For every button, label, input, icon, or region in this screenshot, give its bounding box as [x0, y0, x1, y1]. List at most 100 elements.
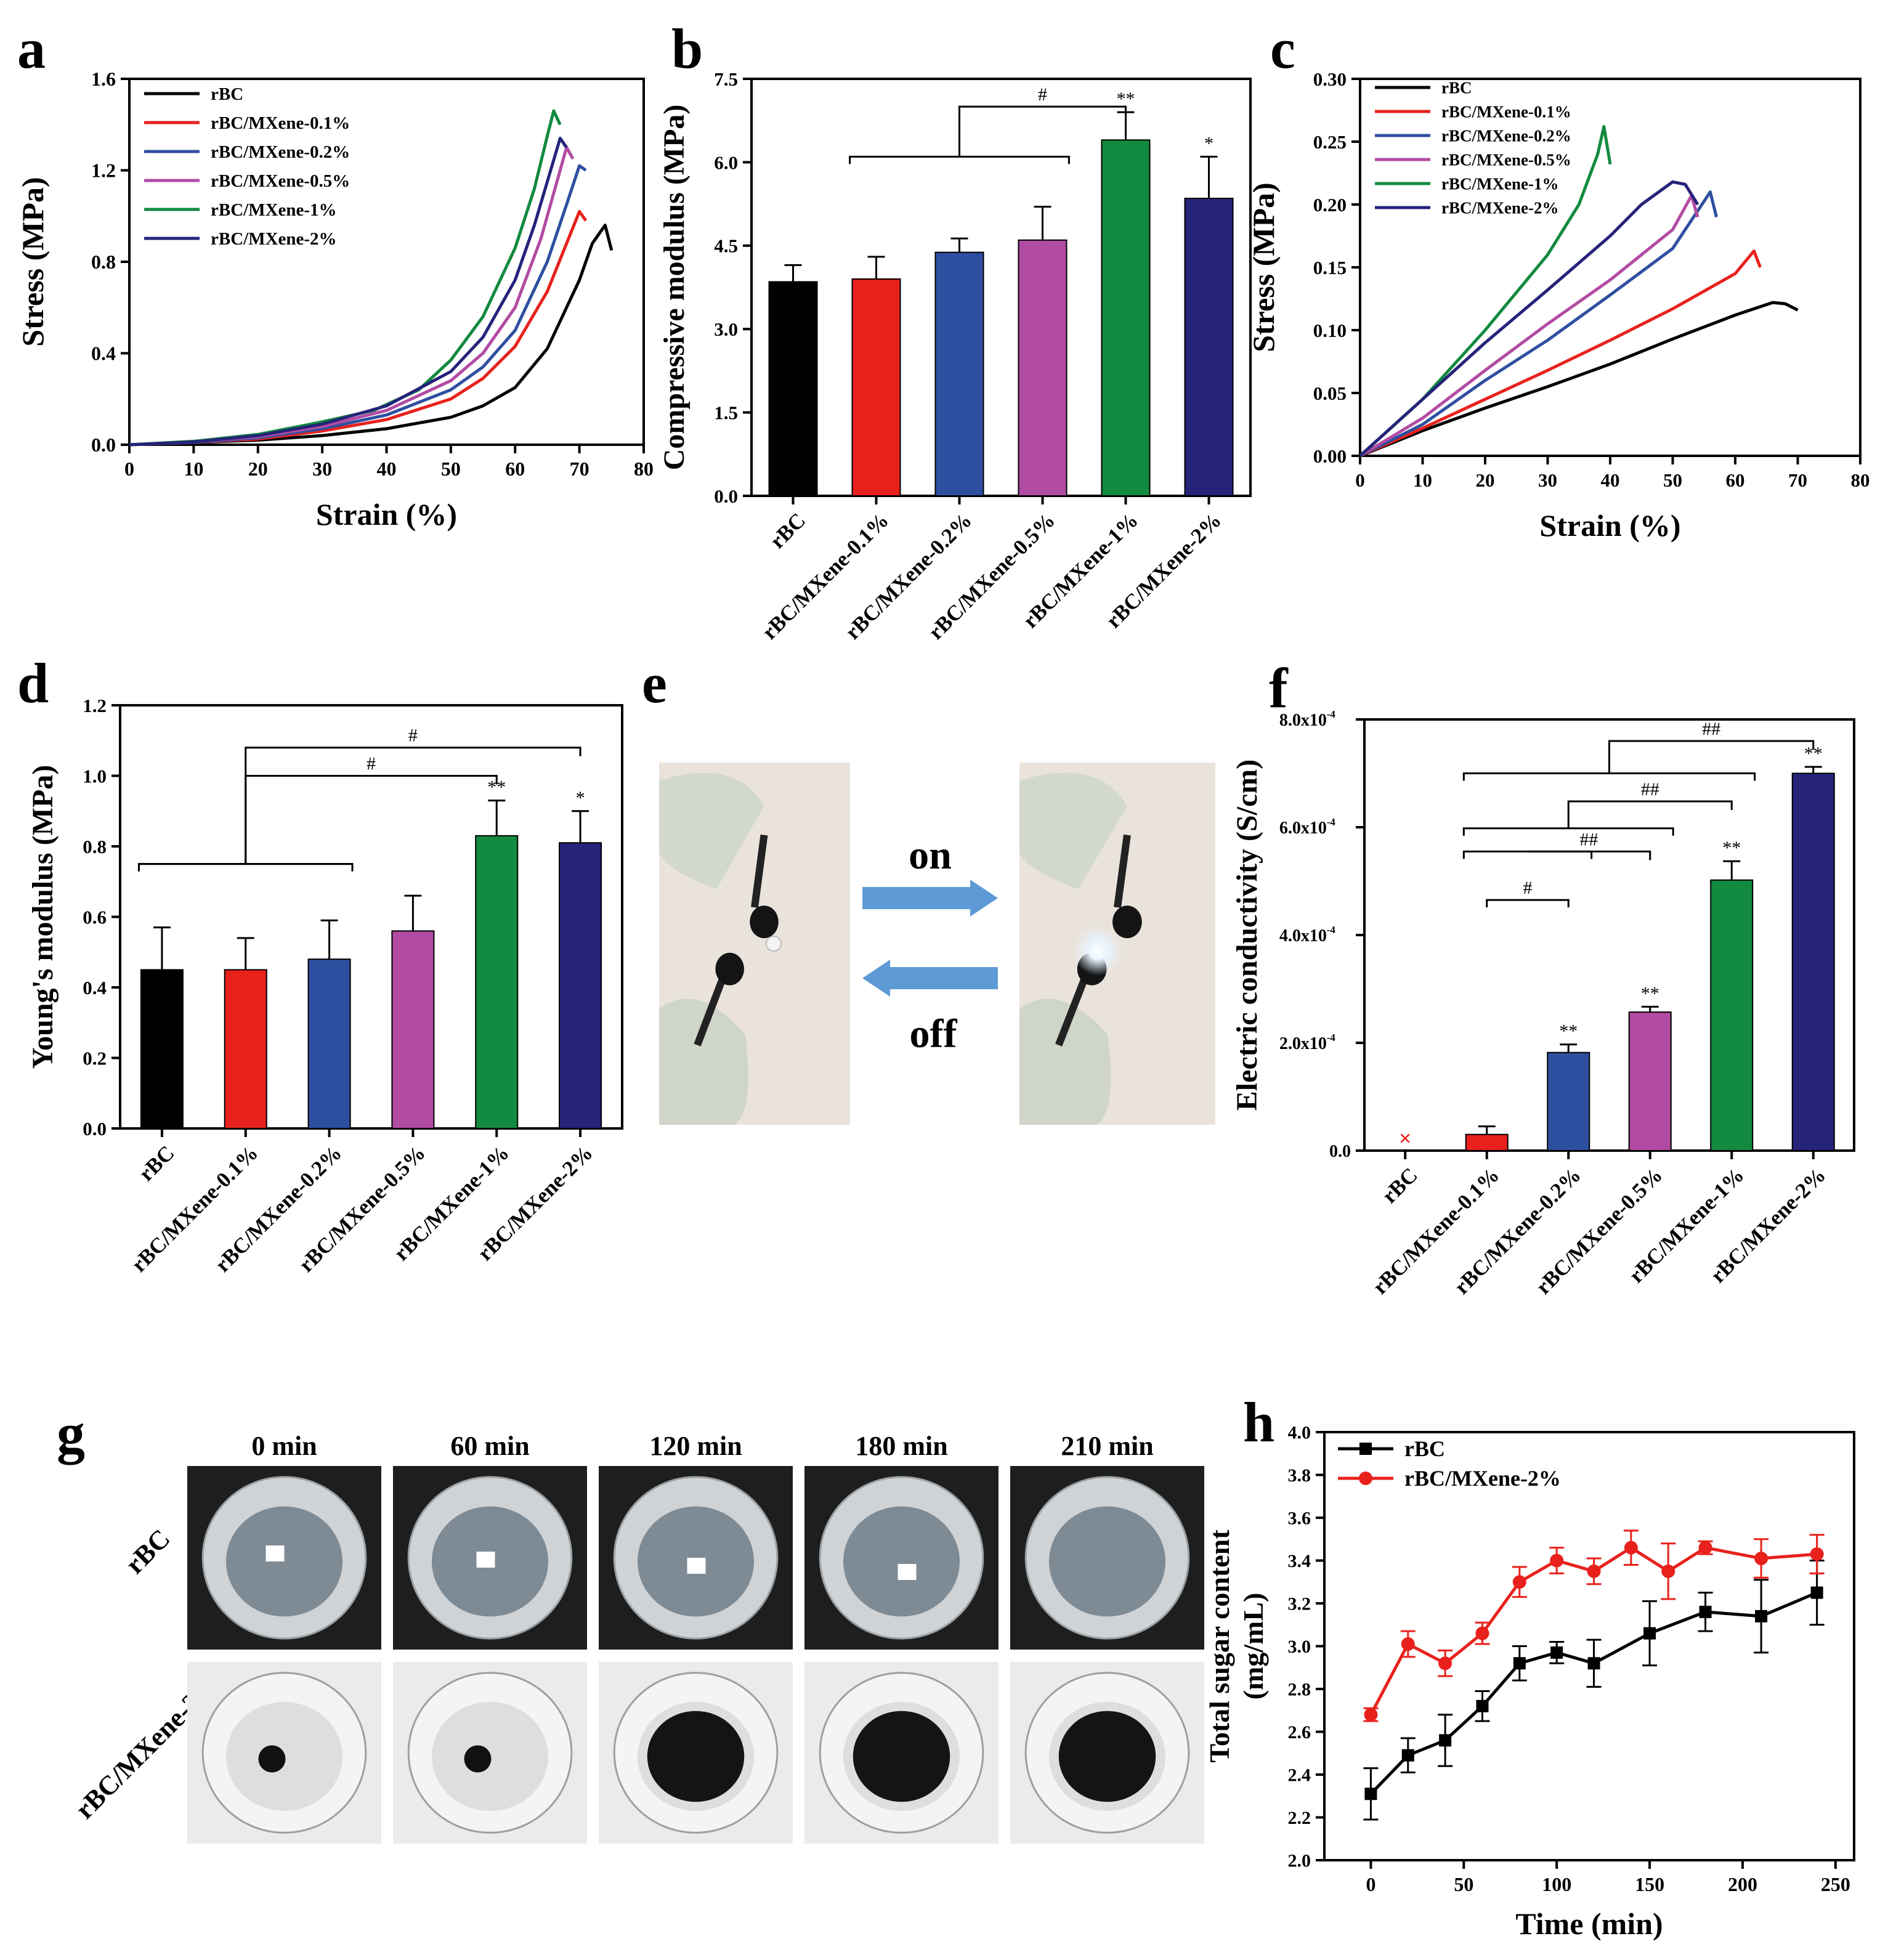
data-point	[1550, 1646, 1563, 1659]
x-tick-label: 150	[1635, 1873, 1664, 1895]
data-point	[1475, 1626, 1489, 1640]
tweezer-bottom	[1055, 978, 1088, 1047]
y-tick-label: 2.0	[1288, 1851, 1311, 1871]
y-tick-label: 4.5	[714, 235, 738, 257]
legend-label: rBC/MXene-1%	[211, 200, 337, 220]
x-tick-label: 40	[1601, 469, 1620, 491]
led-bulb	[766, 936, 782, 952]
x-axis-label: Time (min)	[1515, 1906, 1663, 1941]
significance-mark: *	[1204, 133, 1213, 153]
y-tick-label: 4.0x10-4	[1279, 924, 1336, 946]
tweezer-top	[1114, 834, 1131, 909]
y-tick-label: 0.0	[91, 434, 116, 456]
tweezer-top	[751, 834, 768, 908]
legend-label: rBC	[1404, 1436, 1445, 1461]
y-axis-label: Young's modulus (MPa)	[26, 765, 59, 1069]
panel-b-compressive-modulus: 0.01.53.04.56.07.5rBCrBC/MXene-0.1%rBC/M…	[658, 17, 1252, 644]
glove-bottom	[1019, 998, 1111, 1125]
panel-label: h	[1243, 1391, 1274, 1454]
data-point	[1624, 1541, 1638, 1555]
plot-frame	[128, 78, 645, 446]
y-tick-label: 7.5	[714, 68, 738, 90]
bar-1	[140, 969, 184, 1129]
y-tick-label: 1.5	[714, 402, 738, 423]
glove-top	[1019, 772, 1127, 889]
x-axis-label: Strain (%)	[316, 497, 457, 532]
arrow-left-icon	[862, 960, 998, 997]
tweezer-bottom	[694, 978, 726, 1047]
legend-label: rBC/MXene-2%	[1441, 198, 1558, 217]
plot-frame	[1363, 718, 1855, 1152]
y-tick-exponent: -4	[1327, 1032, 1336, 1043]
legend-label: rBC/MXene-1%	[1441, 174, 1558, 193]
data-point	[1438, 1656, 1452, 1670]
x-tick-label: 0	[124, 458, 134, 480]
x-tick-label: 30	[1538, 469, 1557, 491]
series-line-3	[1359, 190, 1718, 458]
panel-e-led-circuit-photos: e on off	[642, 652, 1215, 1125]
y-axis-label: Stress (MPa)	[15, 177, 50, 346]
legend-label: rBC	[211, 84, 243, 104]
significance-mark: **	[1641, 983, 1659, 1003]
y-axis-label: Total sugar content	[1204, 1529, 1235, 1763]
data-point	[1587, 1564, 1601, 1578]
y-tick-label: 3.8	[1288, 1465, 1311, 1486]
y-tick-label: 1.2	[91, 160, 116, 182]
data-point	[1698, 1541, 1712, 1555]
bracket-link	[958, 105, 1127, 157]
x-tick-label: 70	[1788, 469, 1807, 491]
y-tick-label: 0.10	[1313, 320, 1347, 341]
y-tick-label: 0.30	[1313, 68, 1347, 90]
data-point	[1699, 1605, 1712, 1618]
bracket-group	[138, 863, 354, 872]
y-tick-label: 2.4	[1288, 1765, 1311, 1786]
series-line-4	[1359, 194, 1700, 458]
y-tick-label: 0.05	[1313, 383, 1347, 404]
hydrogel-disc	[1112, 905, 1142, 939]
bar-6	[559, 842, 602, 1130]
panel-c-stress-strain-tension: 0.00 0.05 0.10 0.15 0.20 0.25 0.30 0 10 20 30 40 50 6…	[1246, 17, 1870, 543]
dissolved-sample	[647, 1711, 745, 1802]
series-line-1	[1369, 1591, 1818, 1796]
bracket-label: ##	[1641, 779, 1659, 800]
x-tick-label: 200	[1728, 1873, 1757, 1895]
legend-label: rBC/MXene-0.2%	[1441, 126, 1571, 145]
legend-marker	[1359, 1443, 1372, 1455]
data-point	[1513, 1657, 1526, 1670]
bar-5	[1101, 139, 1151, 496]
panel-f-electric-conductivity: 0.02.0x10-44.0x10-46.0x10-48.0x10-4×rBCr…	[1231, 657, 1855, 1299]
bar-3	[1547, 1051, 1590, 1151]
legend-label: rBC/MXene-0.5%	[211, 171, 350, 191]
x-tick-label: 20	[1476, 469, 1495, 491]
data-point	[1401, 1637, 1415, 1651]
x-tick-label: 250	[1821, 1873, 1850, 1895]
data-point	[1439, 1734, 1452, 1747]
bar-5	[1710, 879, 1754, 1151]
bar-2	[851, 278, 901, 496]
panel-label: e	[642, 652, 667, 715]
y-tick-label: 8.0x10-4	[1279, 708, 1336, 730]
y-tick-label: 3.6	[1288, 1508, 1311, 1529]
category-label: rBC	[1377, 1163, 1422, 1208]
y-tick-exponent: -4	[1327, 816, 1336, 828]
y-tick-label: 1.6	[91, 68, 116, 90]
series-line-2	[1369, 1545, 1817, 1715]
time-column-label: 0 min	[251, 1431, 317, 1461]
plot-frame	[750, 78, 1252, 497]
bracket-label: #	[408, 726, 418, 746]
panel-label: d	[17, 652, 49, 715]
y-tick-label: 6.0x10-4	[1279, 816, 1336, 838]
data-point	[1512, 1575, 1526, 1589]
legend-label: rBC	[1441, 78, 1472, 97]
series-line-5	[1359, 125, 1612, 457]
data-point	[1587, 1657, 1600, 1670]
beaker-liquid	[1049, 1506, 1165, 1617]
arrow-right-icon	[862, 880, 998, 917]
y-tick-label: 0.6	[83, 906, 107, 928]
time-column-label: 60 min	[450, 1431, 529, 1461]
y-tick-label: 1.0	[83, 765, 107, 787]
y-tick-exponent: -4	[1327, 924, 1336, 936]
bracket-label: #	[367, 754, 376, 774]
hydrogel-disc	[750, 905, 779, 939]
